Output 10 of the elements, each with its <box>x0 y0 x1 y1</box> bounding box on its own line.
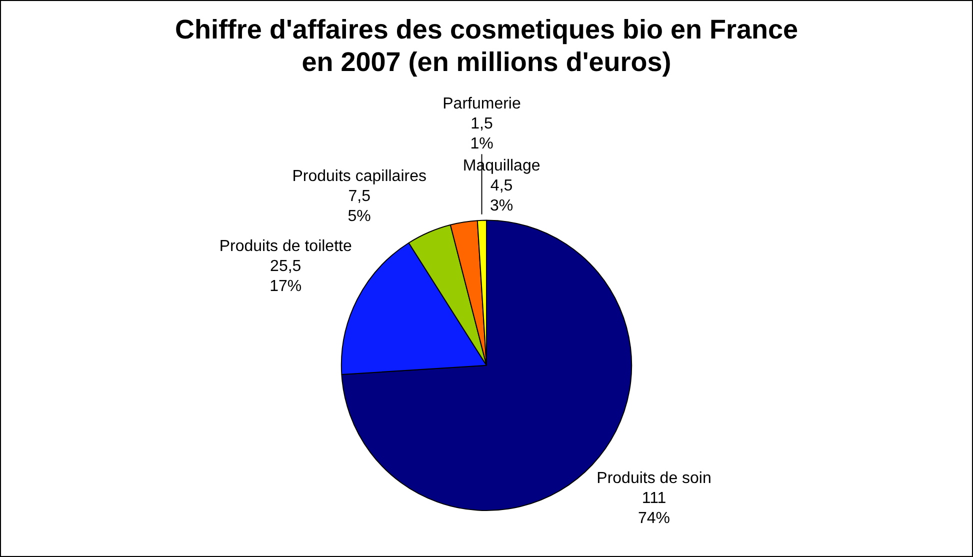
chart-title: Chiffre d'affaires des cosmetiques bio en France en 2007 (en millions d'euros) <box>174 14 798 78</box>
data-label: 1,5 1% <box>470 116 494 153</box>
slice-label: Produits capillaires <box>292 168 426 186</box>
data-label: 7,5 5% <box>348 188 371 226</box>
data-label: 25,5 17% <box>270 258 302 296</box>
slice-label: Produits de soin <box>596 470 712 488</box>
data-label: 4,5 3% <box>490 178 514 215</box>
slice-label: Parfumerie <box>442 96 521 113</box>
data-label: 111 74% <box>638 490 670 528</box>
slice-label: Produits de toilette <box>219 238 352 256</box>
